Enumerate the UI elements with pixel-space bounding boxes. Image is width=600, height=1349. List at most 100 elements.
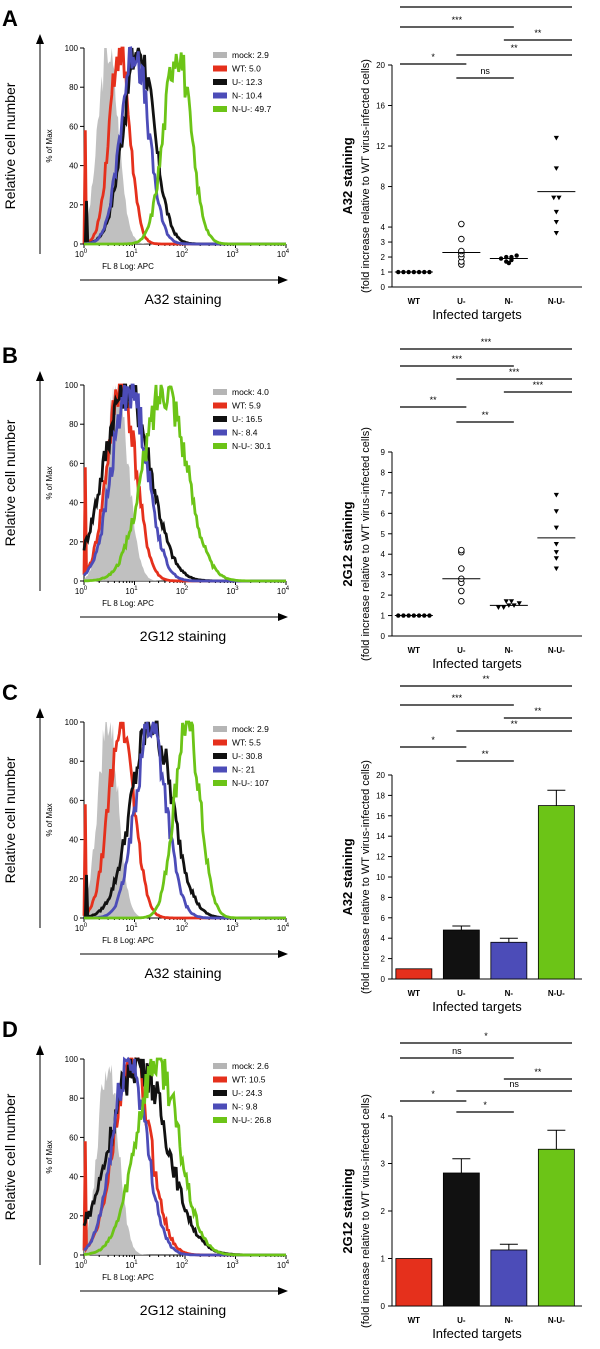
y-axis-subtitle: (fold increase relative to WT virus-infe…: [360, 59, 372, 293]
legend-swatch-wt: [213, 65, 227, 72]
legend-swatch-n: [213, 92, 227, 99]
legend-swatch-u: [213, 1090, 227, 1096]
y-tick-label: 40: [69, 162, 78, 171]
y-tick-label: 80: [69, 757, 78, 766]
histogram-plot: Relative cell number A32 staining % of Max…: [2, 34, 290, 307]
panel-b: B Relative cell number 2G12 staining % of M…: [2, 337, 582, 671]
data-point: [458, 565, 465, 572]
bar: [537, 805, 575, 980]
data-point: [553, 525, 559, 531]
legend-swatch-wt: [213, 1076, 227, 1083]
y-tick-label: 60: [69, 1133, 78, 1142]
y-tick-label: 60: [69, 459, 78, 468]
x-tick-exponent: 4: [286, 923, 290, 929]
y-tick-label: 4: [381, 223, 386, 232]
x-tick-label: WT: [408, 297, 421, 306]
legend-swatch-u: [213, 79, 227, 85]
y-tick-label: 0: [381, 1302, 386, 1311]
y-tick-label: 14: [376, 832, 385, 841]
legend-label: WT: 5.5: [232, 738, 261, 748]
y-outer-arrow-head: [36, 708, 44, 718]
x-tick-label: 104: [277, 923, 290, 933]
data-point: [553, 566, 559, 572]
data-point: [553, 509, 559, 514]
significance-label: ***: [533, 380, 544, 390]
data-point: [553, 209, 559, 215]
y-tick-label: 8: [381, 468, 386, 477]
legend-label: mock: 2.9: [232, 724, 269, 734]
data-point: [553, 556, 559, 561]
legend-swatch-mock: [213, 1063, 227, 1069]
significance-label: **: [482, 749, 490, 759]
panel-d: D Relative cell number 2G12 staining % of M…: [2, 1017, 582, 1341]
significance-label: *: [431, 1089, 435, 1099]
y-tick-label: 100: [65, 381, 79, 390]
y-outer-label: Relative cell number: [2, 756, 18, 883]
x-tick-label: 104: [277, 249, 290, 259]
y-inner-label: % of Max: [45, 129, 54, 162]
x-tick-exponent: 4: [286, 249, 290, 255]
data-point: [553, 231, 559, 236]
legend-label: N-U-: 107: [232, 778, 269, 788]
x-tick-exponent: 2: [185, 249, 189, 255]
legend-swatch-mock: [213, 726, 227, 732]
x-inner-label: FL 8 Log: APC: [102, 936, 154, 945]
x-tick-label: 101: [125, 586, 138, 596]
histogram-legend: mock: 2.9 WT: 5.5 U-: 30.8 N-: 21 N-U-: 107: [213, 724, 269, 788]
y-tick-label: 0: [74, 1251, 79, 1260]
x-inner-label: FL 8 Log: APC: [102, 262, 154, 271]
y-tick-label: 80: [69, 420, 78, 429]
y-tick-label: 7: [381, 489, 386, 498]
legend-label: U-: 24.3: [232, 1088, 263, 1098]
significance-label: ***: [452, 15, 463, 25]
x-tick-label: 102: [176, 923, 189, 933]
y-tick-label: 80: [69, 1094, 78, 1103]
summary-chart: 0 1 2 3 4 WT U- N- N-U- Infected targets 2G12 stai…: [340, 1031, 582, 1341]
significance-label: **: [534, 706, 542, 716]
x-tick-exponent: 4: [286, 586, 290, 592]
x-axis-label: Infected targets: [432, 307, 522, 322]
bar: [537, 1148, 575, 1307]
y-tick-label: 8: [381, 893, 386, 902]
y-tick-label: 20: [69, 538, 78, 547]
data-point: [458, 587, 465, 595]
y-tick-label: 1: [381, 612, 386, 621]
legend-label: WT: 5.0: [232, 64, 261, 74]
y-tick-label: 2: [381, 955, 386, 964]
x-tick-label: U-: [457, 297, 466, 306]
x-tick-label: 102: [176, 1260, 189, 1270]
y-tick-label: 2: [381, 253, 386, 262]
x-tick-exponent: 3: [235, 1260, 239, 1266]
summary-chart: 0 2 4 6 8 10 12 14 16 18 20 WT U- N- N-U- Infected targ…: [340, 674, 582, 1014]
y-tick-label: 0: [381, 283, 386, 292]
x-tick-exponent: 0: [84, 249, 88, 255]
x-tick-label: 101: [125, 1260, 138, 1270]
data-point: [514, 253, 519, 258]
x-tick-exponent: 3: [235, 249, 239, 255]
bar: [442, 1172, 480, 1307]
data-point: [553, 135, 559, 141]
histogram-legend: mock: 4.0 WT: 5.9 U-: 16.5 N-: 8.4 N-U-: 30.…: [213, 387, 271, 451]
legend-swatch-n: [213, 429, 227, 436]
significance-label: ns: [509, 1079, 519, 1089]
x-tick-exponent: 2: [185, 923, 189, 929]
panel-a: A Relative cell number A32 staining % of Ma…: [2, 0, 582, 322]
x-tick-label: WT: [408, 646, 421, 655]
x-tick-label: N-U-: [548, 297, 565, 306]
histogram-nu: [83, 384, 286, 583]
legend-label: N-: 9.8: [232, 1102, 258, 1112]
legend-swatch-nu: [213, 106, 227, 112]
x-tick-label: WT: [408, 989, 421, 998]
data-point: [458, 597, 465, 605]
data-point: [508, 599, 515, 604]
x-tick-label: 103: [226, 923, 239, 933]
y-outer-arrow-head: [36, 371, 44, 381]
significance-label: *: [483, 1100, 487, 1110]
significance-label: **: [511, 719, 519, 729]
x-tick-exponent: 2: [185, 1260, 189, 1266]
x-tick-label: 101: [125, 249, 138, 259]
y-axis-title: 2G12 staining: [340, 1168, 355, 1253]
significance-label: *: [484, 1031, 488, 1041]
x-outer-arrow-head: [278, 613, 288, 621]
